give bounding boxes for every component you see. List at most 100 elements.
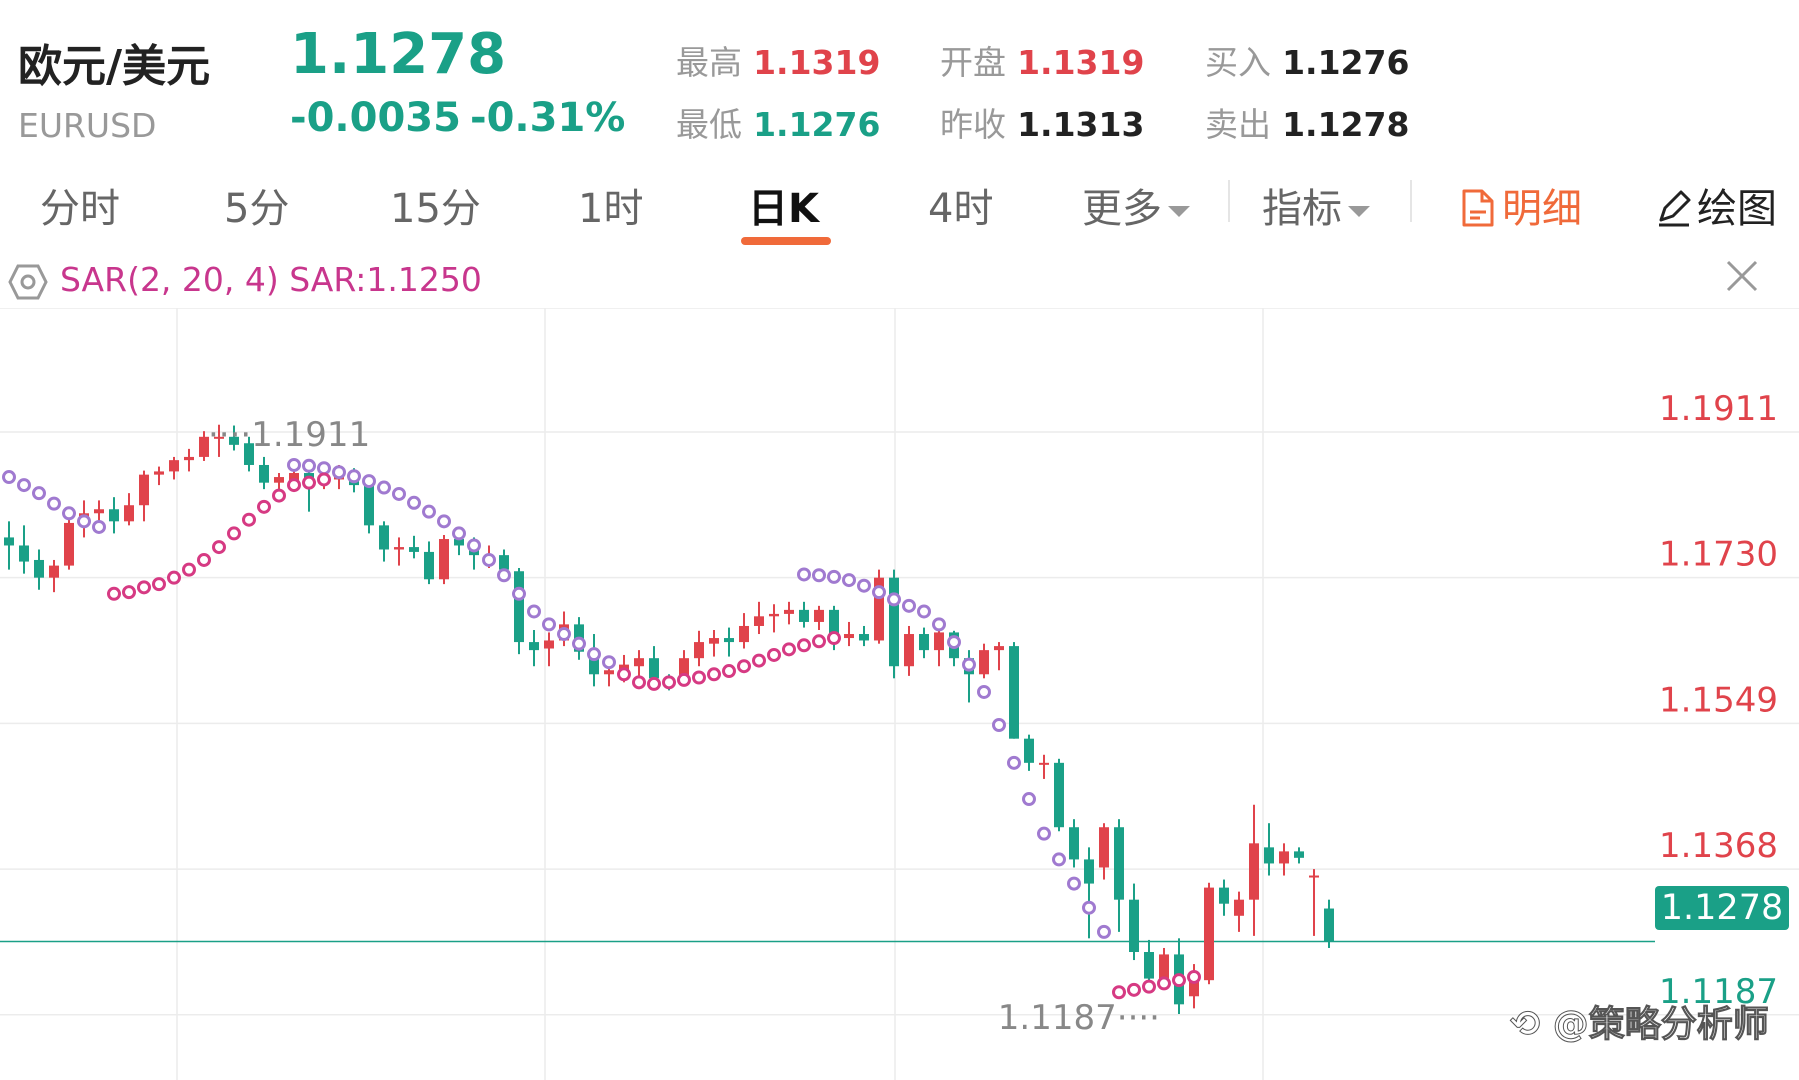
quote-bid-value: 1.1276 [1282,43,1410,82]
y-tick-label: 1.1368 [1659,826,1778,866]
sar-dot [692,670,706,685]
chevron-down-icon [1168,205,1190,217]
sar-dot [1097,924,1111,939]
sar-dot [857,578,871,593]
sar-dot [2,470,16,485]
close-icon[interactable] [1722,256,1762,296]
sar-dot [827,631,841,646]
sar-dot [872,585,886,600]
sar-dot [992,717,1006,732]
sar-dot [1142,979,1156,994]
candle-body [124,505,134,522]
sar-dot [467,538,481,553]
pencil-icon [1659,190,1691,227]
tab-5min[interactable]: 5分 [224,186,290,232]
sar-dot [197,552,211,567]
candle-body [784,609,794,614]
quote-prev-close-value: 1.1313 [1017,105,1145,144]
quote-prev-close-label: 昨收 [940,105,1006,144]
candle-body [1009,646,1019,739]
candle-body [424,551,434,580]
tab-more[interactable]: 更多 [1082,176,1190,234]
sar-dot [797,638,811,653]
document-icon [1462,189,1494,227]
sar-indicator-label[interactable]: SAR(2, 20, 4) SAR:1.1250 [60,260,482,299]
sar-dot [152,577,166,592]
candle-body [529,642,539,651]
sar-dot [557,627,571,642]
sar-dot [812,634,826,649]
candle-body [514,571,524,643]
candle-body [604,670,614,675]
chart-grid [0,308,1799,1080]
candle-body [94,509,104,514]
tab-timeshare[interactable]: 分时 [40,186,120,232]
tab-15min[interactable]: 15分 [390,186,481,232]
sar-dot [362,474,376,489]
quote-low-value: 1.1276 [753,105,881,144]
candle-body [364,485,374,526]
tab-4hour[interactable]: 4时 [928,186,994,232]
last-price: 1.1278 [290,22,507,87]
candle-body [1039,762,1049,765]
settings-icon[interactable] [8,262,48,302]
chevron-down-icon [1348,205,1370,217]
sar-dot [647,676,661,691]
candle-body [64,522,74,566]
quote-open: 开盘 1.1319 [940,36,1144,84]
sar-dot [617,667,631,682]
candle-body [49,565,59,578]
tab-daily-k[interactable]: 日K [748,186,819,232]
sar-dot [1052,852,1066,867]
candle-body [439,539,449,580]
indicators-label: 指标 [1262,186,1342,232]
candle-body [154,471,164,475]
axis-labels: 1.1911 1.1730 1.1549 1.1368 1.1187 ····1.1911… [208,389,1778,1038]
sar-dot [407,495,421,510]
candle-body [1084,859,1094,884]
quote-low: 最低 1.1276 [676,98,880,146]
sar-dot [392,486,406,501]
candle-body [1189,980,1199,997]
candle-body [1324,908,1334,942]
candle-body [754,616,764,626]
sar-dot [212,540,226,555]
sar-dot [272,488,286,503]
instrument-title: 欧元/美元 [18,41,211,92]
candle-body [589,651,599,675]
sar-dot [767,647,781,662]
sar-dot [47,496,61,511]
candle-body [679,658,689,683]
quote-low-label: 最低 [676,105,742,144]
quote-ask-label: 卖出 [1205,105,1271,144]
candle-body [1114,827,1124,900]
candle-body [1264,847,1274,864]
sar-dot [782,642,796,657]
candle-body [499,555,509,570]
sar-dot [962,657,976,672]
candle-body [379,525,389,550]
candle-body [694,642,704,659]
tab-1hour[interactable]: 1时 [578,186,644,232]
candlestick-chart[interactable]: 1.1911 1.1730 1.1549 1.1368 1.1187 ····1.1911… [0,308,1799,1080]
high-marker-label: ····1.1911 [208,415,370,455]
sar-dot [1127,982,1141,997]
sar-dot [527,604,541,619]
candle-body [199,436,209,457]
candle-body [454,539,464,546]
indicators-button[interactable]: 指标 [1262,176,1370,234]
sar-dot [1007,755,1021,770]
sar-dot [92,519,106,534]
draw-button[interactable]: 绘图 [1655,176,1777,234]
candle-body [394,547,404,550]
quote-high: 最高 1.1319 [676,36,880,84]
sar-dot [797,567,811,582]
candle-body [634,658,644,667]
sar-dot [452,526,466,541]
quote-open-label: 开盘 [940,43,1006,82]
detail-button[interactable]: 明细 [1460,176,1582,234]
candle-body [1099,827,1109,868]
candle-body [259,464,269,483]
sar-dot [182,562,196,577]
candle-body [769,613,779,617]
